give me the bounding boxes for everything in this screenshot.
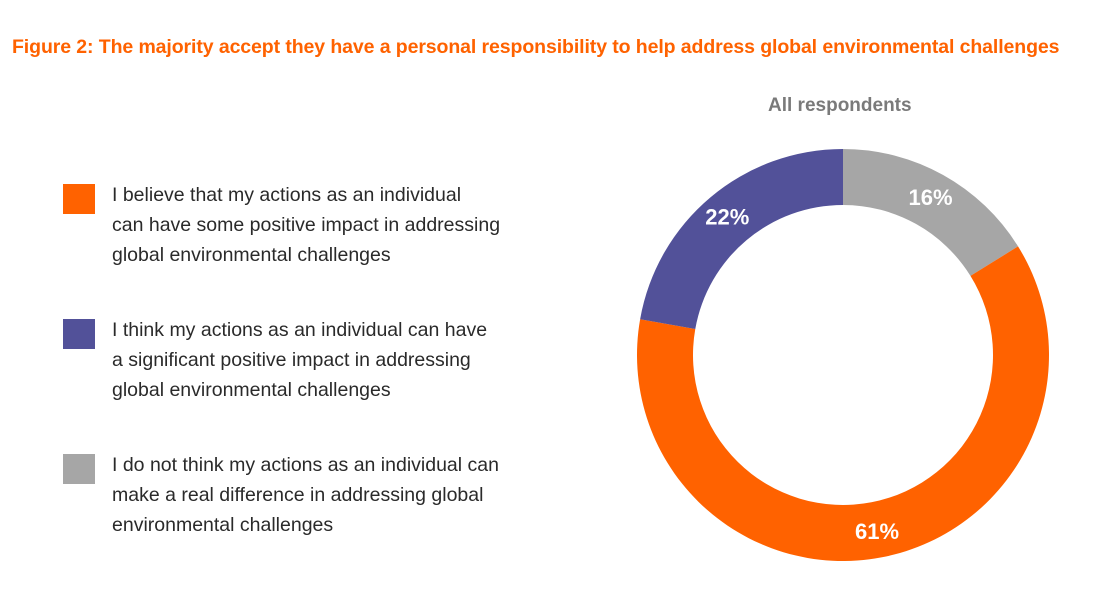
donut-slice <box>640 149 843 329</box>
legend-item: I believe that my actions as an individu… <box>62 180 582 270</box>
legend: I believe that my actions as an individu… <box>62 180 582 540</box>
legend-swatch <box>63 184 95 214</box>
figure-title: Figure 2: The majority accept they have … <box>12 36 1060 58</box>
slice-percent-label: 22% <box>705 205 749 230</box>
legend-swatch <box>63 319 95 349</box>
slice-percent-label: 16% <box>908 185 952 210</box>
legend-label: I think my actions as an individual can … <box>112 319 488 401</box>
donut-slice <box>843 149 1019 276</box>
legend-label: I believe that my actions as an individu… <box>112 184 501 266</box>
donut-slice <box>637 246 1049 562</box>
slice-percent-label: 61% <box>855 519 899 544</box>
donut-chart: 16% 61% 22% <box>637 149 1049 562</box>
chart-subtitle: All respondents <box>768 95 912 116</box>
legend-item: I do not think my actions as an individu… <box>62 450 582 540</box>
legend-swatch <box>63 454 95 484</box>
legend-item: I think my actions as an individual can … <box>62 315 582 405</box>
legend-label: I do not think my actions as an individu… <box>112 454 499 536</box>
